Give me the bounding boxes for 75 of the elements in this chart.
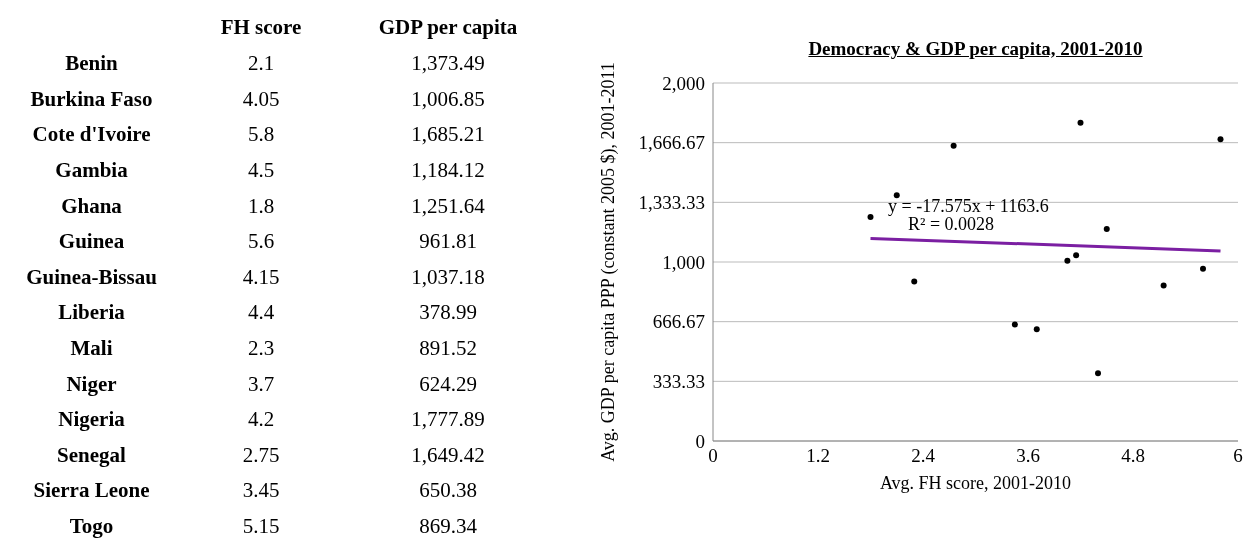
point xyxy=(1064,257,1071,264)
data-label: 4.05 xyxy=(241,85,281,113)
category-label: Mali xyxy=(69,335,114,363)
data-label: 2.3 xyxy=(246,335,276,363)
data-label: 1,649.42 xyxy=(410,441,486,469)
data-label: 4.15 xyxy=(241,263,281,291)
category-label: Gambia xyxy=(54,157,129,185)
data-label: 624.29 xyxy=(418,370,478,398)
data-label: 1,373.49 xyxy=(410,50,486,78)
data-label: 1,037.18 xyxy=(410,263,486,291)
point xyxy=(911,278,918,285)
annotation: y = -17.575x + 1163.6 xyxy=(888,196,1049,217)
y-tick-label: 1,000 xyxy=(662,251,705,273)
point xyxy=(1095,370,1101,377)
y-tick-label: 1,666.67 xyxy=(638,132,705,154)
data-label: 961.81 xyxy=(418,228,478,256)
data-label: 2.75 xyxy=(241,441,281,469)
data-label: 1,685.21 xyxy=(410,121,486,149)
y-tick-label: 1,333.33 xyxy=(638,192,705,214)
text: FH score xyxy=(219,13,303,41)
y-tick-label: 333.33 xyxy=(652,371,705,393)
data-label: 2.1 xyxy=(246,50,276,78)
category-label: Togo xyxy=(68,513,115,539)
category-label: Benin xyxy=(64,50,119,78)
data-label: 650.38 xyxy=(418,477,478,505)
category-label: Burkina Faso xyxy=(29,85,154,113)
category-label: Cote d'Ivoire xyxy=(31,121,152,149)
point xyxy=(867,213,874,220)
x-axis-title: Avg. FH score, 2001-2010 xyxy=(879,472,1072,493)
x-tick-label: 6 xyxy=(1233,445,1243,467)
annotation: R² = 0.0028 xyxy=(908,214,995,235)
data-label: 1.8 xyxy=(246,192,276,220)
y-tick-label: 666.67 xyxy=(652,311,705,333)
category-label: Sierra Leone xyxy=(32,477,151,505)
point xyxy=(1160,282,1167,289)
data-label: 5.8 xyxy=(246,121,276,149)
point xyxy=(1103,226,1110,233)
x-tick-label: 2.4 xyxy=(911,445,936,467)
category-label: Nigeria xyxy=(57,406,126,434)
data-label: 4.5 xyxy=(246,157,276,185)
data-label: 891.52 xyxy=(418,335,478,363)
data-label: 5.15 xyxy=(241,513,281,539)
data-label: 378.99 xyxy=(418,299,478,327)
data-label: 4.4 xyxy=(246,299,276,327)
data-label: 3.45 xyxy=(241,477,281,505)
data-label: 5.6 xyxy=(246,228,276,256)
point xyxy=(1200,265,1206,272)
x-tick-label: 1.2 xyxy=(806,445,830,467)
data-label: 1,777.89 xyxy=(410,406,486,434)
category-label: Senegal xyxy=(56,441,127,469)
y-axis-title: Avg. GDP per capita PPP (constant 2005 $), 2001-2011 xyxy=(598,62,620,462)
data-label: 869.34 xyxy=(418,513,478,539)
point xyxy=(950,142,957,149)
x-tick-label: 4.8 xyxy=(1121,445,1145,467)
x-tick-label: 3.6 xyxy=(1016,445,1040,467)
point xyxy=(1011,321,1018,328)
data-label: 1,251.64 xyxy=(410,192,486,220)
point xyxy=(1217,136,1224,143)
category-label: Guinea-Bissau xyxy=(25,263,158,291)
category-label: Guinea xyxy=(57,228,126,256)
y-tick-label: 0 xyxy=(695,430,705,452)
data-label: 4.2 xyxy=(246,406,276,434)
data-label: 1,006.85 xyxy=(410,85,486,113)
point xyxy=(1073,252,1080,259)
chart-title: Democracy & GDP per capita, 2001-2010 xyxy=(807,38,1144,60)
point xyxy=(1077,119,1084,126)
category-label: Ghana xyxy=(60,192,123,220)
text: GDP per capita xyxy=(377,13,519,41)
category-label: Liberia xyxy=(57,299,126,327)
y-tick-label: 2,000 xyxy=(662,72,705,94)
data-label: 1,184.12 xyxy=(410,157,486,185)
point xyxy=(1033,326,1040,333)
category-label: Niger xyxy=(65,370,118,398)
point xyxy=(893,192,900,199)
data-label: 3.7 xyxy=(246,370,276,398)
